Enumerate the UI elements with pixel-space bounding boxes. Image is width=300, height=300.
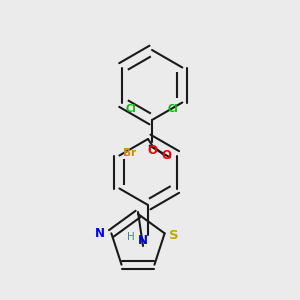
Text: Cl: Cl — [126, 104, 136, 115]
Text: O: O — [147, 143, 157, 157]
Text: H: H — [127, 232, 135, 242]
Text: Br: Br — [123, 148, 136, 158]
Text: O: O — [162, 149, 172, 162]
Text: N: N — [138, 233, 148, 247]
Text: Cl: Cl — [168, 104, 178, 115]
Text: S: S — [169, 229, 178, 242]
Text: N: N — [95, 227, 105, 240]
